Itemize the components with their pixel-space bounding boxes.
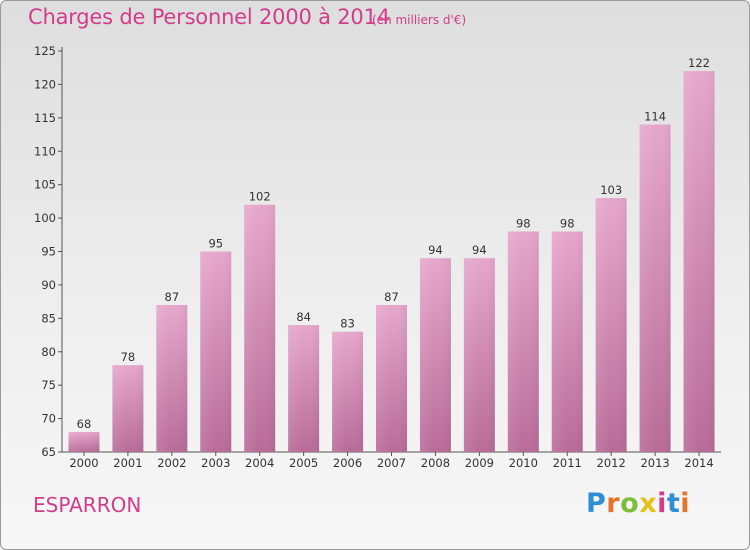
x-tick-label: 2006 [333, 456, 362, 470]
x-tick-label: 2009 [465, 456, 494, 470]
logo-letter: P [586, 488, 607, 519]
y-tick-label: 90 [41, 278, 56, 292]
logo-letter: o [620, 488, 640, 519]
value-label: 103 [600, 183, 622, 197]
bar-shade-2000 [68, 431, 100, 452]
bar-shade-2008 [419, 258, 451, 452]
axes: 65 70 75 80 85 90 95 100 105 110 115 120 125 2000 2001… [34, 44, 721, 470]
value-labels: 68 78 87 95 102 84 83 87 94 94 98 98 103 114 122 [77, 56, 710, 431]
x-tick-label: 2013 [640, 456, 669, 470]
x-tick-label: 2011 [553, 456, 582, 470]
value-label: 98 [516, 216, 531, 230]
y-tick-label: 120 [34, 77, 56, 91]
value-label: 87 [165, 290, 180, 304]
bar-shade-2003 [200, 251, 232, 452]
x-tick-label: 2007 [377, 456, 406, 470]
x-tick-label: 2005 [289, 456, 318, 470]
bar-shade-2006 [332, 331, 364, 452]
bar-shade-2012 [595, 198, 627, 452]
logo-letter: t [666, 488, 681, 519]
value-label: 78 [121, 350, 136, 364]
chart-subtitle: (en milliers d'€) [372, 13, 467, 27]
y-tick-label: 125 [34, 44, 56, 58]
y-tick-label: 110 [34, 144, 56, 158]
value-label: 68 [77, 417, 92, 431]
bars [68, 71, 715, 453]
bar-shade-2007 [376, 304, 407, 452]
x-tick-label: 2000 [69, 456, 98, 470]
y-tick-label: 80 [41, 345, 56, 359]
x-tick-label: 2010 [509, 456, 538, 470]
bar-shade-2013 [639, 124, 671, 453]
x-tick-label: 2001 [113, 456, 142, 470]
logo-letter: i [680, 488, 691, 519]
bar-shade-2009 [463, 258, 495, 452]
value-label: 94 [472, 243, 487, 257]
x-tick-label: 2008 [421, 456, 450, 470]
value-label: 83 [340, 317, 355, 331]
bar-shade-2010 [507, 231, 539, 452]
chart-title: Charges de Personnel 2000 à 2014 [28, 5, 390, 29]
bar-shade-2014 [683, 71, 715, 453]
y-tick-label: 115 [34, 111, 56, 125]
value-label: 122 [688, 56, 710, 70]
bar-shade-2002 [156, 304, 188, 452]
logo-letter: x [639, 488, 658, 519]
y-tick-label: 70 [41, 412, 56, 426]
x-tick-label: 2014 [684, 456, 713, 470]
x-tick-label: 2012 [597, 456, 626, 470]
y-tick-label: 85 [41, 311, 56, 325]
proxiti-logo[interactable]: Proxiti [586, 488, 690, 519]
bar-shade-2011 [551, 231, 583, 452]
logo-letter: i [657, 488, 667, 519]
value-label: 84 [296, 310, 311, 324]
bar-shade-2001 [112, 365, 144, 452]
value-label: 87 [384, 290, 399, 304]
x-tick-label: 2003 [201, 456, 230, 470]
bar-shade-2004 [244, 204, 276, 452]
y-tick-label: 75 [41, 378, 56, 392]
x-tick-label: 2004 [245, 456, 274, 470]
x-tick-label: 2002 [157, 456, 186, 470]
value-label: 102 [249, 190, 271, 204]
y-tick-label: 100 [34, 211, 56, 225]
y-tick-label: 65 [41, 445, 56, 459]
value-label: 94 [428, 243, 443, 257]
y-tick-label: 105 [34, 178, 56, 192]
y-tick-label: 95 [41, 245, 56, 259]
commune-name: ESPARRON [33, 493, 142, 517]
value-label: 95 [208, 237, 223, 251]
value-label: 114 [644, 110, 666, 124]
value-label: 98 [560, 216, 575, 230]
bar-shade-2005 [288, 325, 320, 452]
logo-letter: r [606, 488, 621, 519]
